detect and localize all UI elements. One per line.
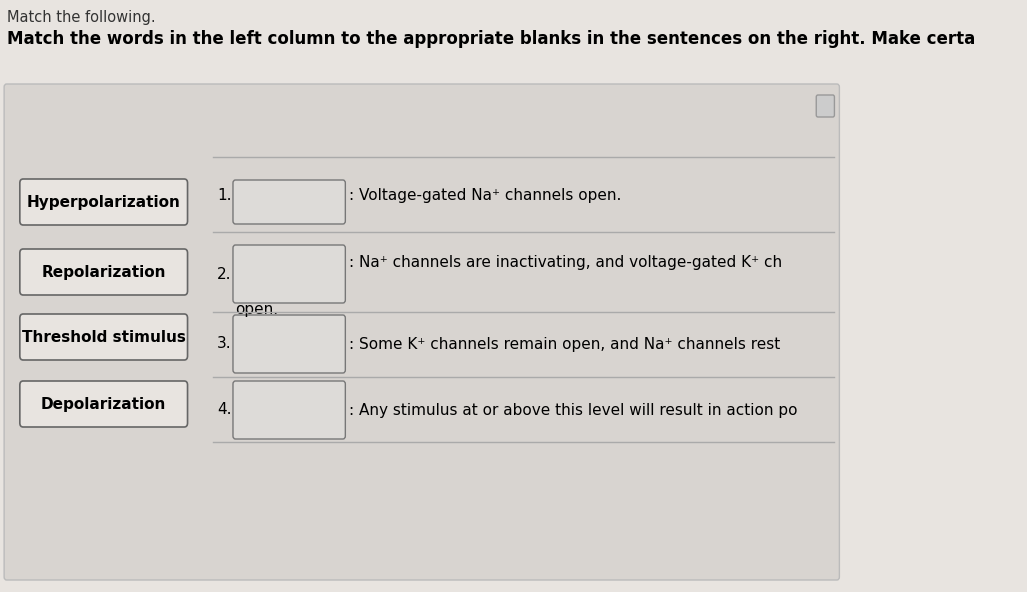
Text: Hyperpolarization: Hyperpolarization xyxy=(27,195,181,210)
Text: Repolarization: Repolarization xyxy=(41,265,166,279)
FancyBboxPatch shape xyxy=(4,84,839,580)
Text: : Voltage-gated Na⁺ channels open.: : Voltage-gated Na⁺ channels open. xyxy=(349,188,621,202)
Text: Depolarization: Depolarization xyxy=(41,397,166,411)
Text: Threshold stimulus: Threshold stimulus xyxy=(22,330,186,345)
FancyBboxPatch shape xyxy=(233,245,345,303)
Text: 2.: 2. xyxy=(218,266,232,282)
Text: : Na⁺ channels are inactivating, and voltage-gated K⁺ ch: : Na⁺ channels are inactivating, and vol… xyxy=(349,255,783,269)
Text: open.: open. xyxy=(235,301,278,317)
FancyBboxPatch shape xyxy=(20,381,188,427)
FancyBboxPatch shape xyxy=(233,315,345,373)
FancyBboxPatch shape xyxy=(20,179,188,225)
FancyBboxPatch shape xyxy=(816,95,834,117)
FancyBboxPatch shape xyxy=(20,314,188,360)
FancyBboxPatch shape xyxy=(20,249,188,295)
FancyBboxPatch shape xyxy=(233,381,345,439)
Text: 4.: 4. xyxy=(218,403,232,417)
Text: Match the following.: Match the following. xyxy=(6,10,155,25)
Text: : Any stimulus at or above this level will result in action po: : Any stimulus at or above this level wi… xyxy=(349,403,798,417)
Text: Match the words in the left column to the appropriate blanks in the sentences on: Match the words in the left column to th… xyxy=(6,30,975,48)
FancyBboxPatch shape xyxy=(233,180,345,224)
Text: : Some K⁺ channels remain open, and Na⁺ channels rest: : Some K⁺ channels remain open, and Na⁺ … xyxy=(349,336,781,352)
Text: 1.: 1. xyxy=(218,188,232,202)
Text: 3.: 3. xyxy=(218,336,232,352)
